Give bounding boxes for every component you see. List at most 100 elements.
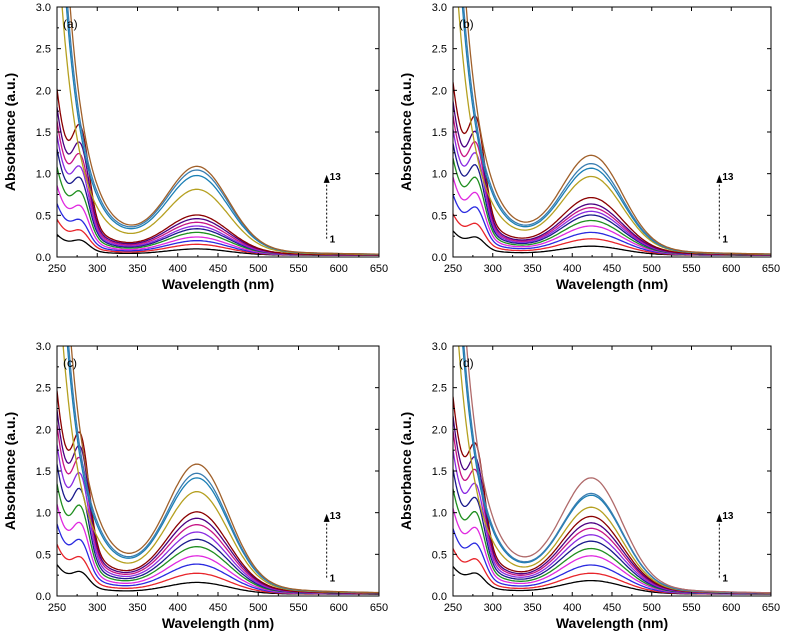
series-line-13 (68, 346, 379, 594)
y-tick-label: 1.5 (432, 466, 447, 478)
x-tick-label: 500 (249, 263, 267, 275)
arrow-up-icon (323, 513, 330, 522)
y-axis-title: Absorbance (a.u.) (2, 73, 18, 191)
y-tick-label: 0.5 (36, 210, 51, 222)
x-tick-label: 450 (603, 602, 621, 614)
panel-c-curves (57, 346, 379, 595)
x-tick-label: 600 (722, 263, 740, 275)
x-tick-label: 550 (289, 263, 307, 275)
y-tick-label: 1.0 (432, 508, 447, 520)
y-tick-label: 0.0 (432, 252, 447, 264)
x-tick-label: 400 (563, 602, 581, 614)
x-tick-label: 650 (370, 602, 388, 614)
x-tick-label: 250 (444, 263, 462, 275)
panel-c: 250 300 350 400 450 500 550 600 650 0.0 0.5 1.0 1.5 2… (2, 341, 388, 631)
x-tick-label: 600 (330, 263, 348, 275)
series-line-9 (453, 415, 771, 595)
series-line-11 (62, 346, 379, 594)
arrow-label-bottom: 1 (330, 235, 336, 246)
series-line-8 (57, 424, 379, 595)
y-axis-title: Absorbance (a.u.) (398, 73, 414, 191)
panel-b: 250 300 350 400 450 500 550 600 650 0.0 0.5 1.0 1.5 2… (398, 2, 780, 292)
x-tick-label: 300 (484, 263, 502, 275)
plot-frame (452, 345, 772, 597)
panel-a-curves (57, 7, 379, 256)
series-line-14 (465, 7, 771, 255)
series-line-3 (453, 194, 771, 256)
series-line-2 (57, 544, 379, 595)
x-tick-label: 400 (563, 263, 581, 275)
y-tick-label: 2.5 (432, 383, 447, 395)
arrow-label-top: 13 (330, 172, 342, 183)
y-tick-label: 2.5 (36, 44, 51, 56)
x-tick-label: 350 (523, 263, 541, 275)
y-tick-label: 2.5 (432, 44, 447, 56)
y-tick-label: 3.0 (36, 341, 51, 353)
y-tick-label: 3.0 (36, 2, 51, 14)
x-tick-label: 400 (169, 263, 187, 275)
series-line-11 (61, 7, 379, 256)
y-tick-label: 3.0 (432, 2, 447, 14)
panel-label: (b) (459, 17, 474, 31)
y-tick-label: 0.0 (36, 252, 51, 264)
panel-d-curves (453, 346, 771, 595)
y-tick-label: 2.0 (36, 85, 51, 97)
y-tick-label: 0.5 (36, 549, 51, 561)
x-tick-label: 400 (169, 602, 187, 614)
plot-frame (56, 345, 380, 597)
series-line-14 (69, 7, 379, 255)
x-tick-label: 550 (289, 602, 307, 614)
x-tick-label: 500 (249, 602, 267, 614)
x-tick-label: 450 (603, 263, 621, 275)
x-tick-label: 500 (643, 263, 661, 275)
arrow-label-top: 13 (330, 511, 342, 522)
arrow-up-icon (323, 174, 330, 183)
y-tick-label: 1.5 (36, 466, 51, 478)
y-tick-label: 1.0 (36, 508, 51, 520)
x-tick-label: 350 (523, 602, 541, 614)
y-tick-label: 1.0 (432, 169, 447, 181)
y-tick-label: 0.0 (36, 591, 51, 603)
series-line-11 (457, 7, 771, 255)
x-tick-label: 250 (48, 263, 66, 275)
arrow-label-top: 13 (722, 172, 734, 183)
x-tick-label: 650 (762, 602, 780, 614)
x-axis-title: Wavelength (nm) (556, 276, 668, 292)
y-tick-label: 0.5 (432, 549, 447, 561)
x-tick-label: 300 (88, 263, 106, 275)
x-tick-label: 300 (484, 602, 502, 614)
arrow-up-icon (716, 513, 723, 522)
series-line-13 (67, 7, 379, 255)
x-tick-label: 500 (643, 602, 661, 614)
x-tick-label: 300 (88, 602, 106, 614)
series-line-12 (66, 346, 379, 594)
arrow-label-top: 13 (722, 511, 734, 522)
arrow-label-bottom: 1 (330, 574, 336, 585)
y-tick-label: 2.5 (36, 383, 51, 395)
x-tick-label: 650 (762, 263, 780, 275)
panel-label: (c) (63, 356, 77, 370)
panel-d: 250 300 350 400 450 500 550 600 650 0.0 0.5 1.0 1.5 2… (398, 341, 780, 631)
y-tick-label: 2.0 (432, 85, 447, 97)
x-axis-title: Wavelength (nm) (556, 615, 668, 631)
arrow-up-icon (716, 174, 723, 183)
y-axis-title: Absorbance (a.u.) (398, 412, 414, 530)
x-tick-label: 600 (722, 602, 740, 614)
panel-b-curves (453, 7, 771, 256)
y-tick-label: 3.0 (432, 341, 447, 353)
arrow-label-bottom: 1 (722, 574, 728, 585)
series-line-12 (65, 7, 379, 255)
series-line-14 (466, 346, 771, 594)
x-tick-label: 600 (330, 602, 348, 614)
x-tick-label: 250 (444, 602, 462, 614)
x-tick-label: 350 (128, 263, 146, 275)
x-axis-title: Wavelength (nm) (162, 615, 274, 631)
y-tick-label: 0.0 (432, 591, 447, 603)
arrow-label-bottom: 1 (722, 235, 728, 246)
x-tick-label: 550 (682, 602, 700, 614)
series-line-14 (70, 346, 379, 594)
x-tick-label: 350 (128, 602, 146, 614)
x-tick-label: 450 (209, 602, 227, 614)
y-tick-label: 0.5 (432, 210, 447, 222)
